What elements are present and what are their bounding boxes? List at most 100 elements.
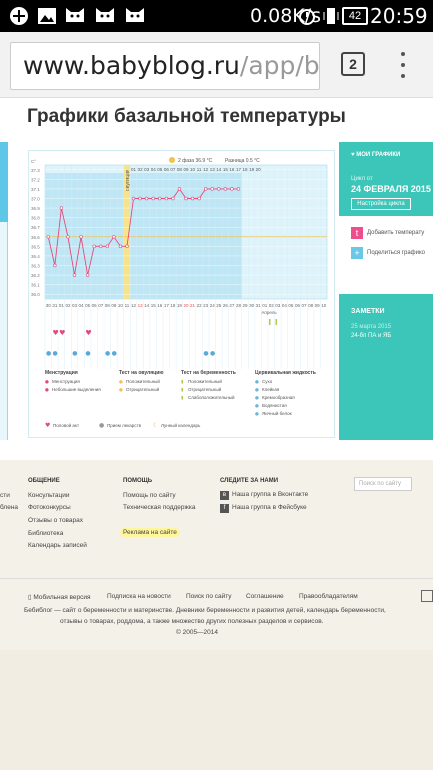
x-date-label: 09: [315, 303, 321, 308]
y-tick-label: 36.6: [31, 235, 40, 240]
footer-bottom-link[interactable]: Соглашение: [246, 593, 284, 600]
temperature-point: [105, 244, 110, 249]
y-tick-label: 37.0: [31, 197, 40, 202]
my-charts-link[interactable]: ♥ МОИ ГРАФИКИ: [351, 152, 401, 158]
phone-icon: ▯: [28, 594, 34, 601]
ovulation-label: овуляция: [125, 169, 131, 191]
pregnancy-test-marker: [275, 319, 278, 325]
x-cycle-day-label: 06: [164, 167, 170, 172]
phase-two-note: 2 фаза 36.9 °C: [178, 158, 213, 164]
legend-item: Отрицательный: [188, 386, 222, 392]
footer-link[interactable]: Фотоконкурсы: [28, 504, 71, 511]
legend-symbol-icon: ●: [255, 412, 259, 417]
footer-link[interactable]: Техническая поддержка: [123, 504, 196, 511]
left-sidebar-partial: [0, 142, 8, 440]
cycle-date: 24 ФЕВРАЛЯ 2015: [351, 184, 431, 194]
page-title: Графики базальной температуры: [27, 106, 346, 127]
footer-col-help-title: ПОМОЩЬ: [123, 478, 153, 484]
footer-partial-link[interactable]: сти: [0, 492, 10, 499]
ovulation-column: [123, 165, 131, 299]
footer-link[interactable]: Помощь по сайту: [123, 492, 176, 499]
x-cycle-day-label: 10: [190, 167, 196, 172]
temperature-point: [223, 187, 228, 191]
x-date-label: 02: [65, 303, 71, 308]
legend-symbol-icon: ●: [45, 388, 49, 393]
temperature-point: [53, 263, 57, 268]
overflow-menu-icon[interactable]: [398, 52, 408, 78]
footer-link[interactable]: Календарь записей: [28, 542, 87, 549]
x-date-label: 11: [125, 303, 130, 308]
footer-bottom-link[interactable]: Поиск по сайту: [186, 593, 232, 600]
footer-partial-link[interactable]: блена: [0, 504, 19, 511]
fluid-drop-icon: ●: [203, 350, 208, 357]
note-text[interactable]: 24-бп ПА и ЯБ: [351, 333, 392, 339]
y-tick-label: 36.8: [31, 216, 40, 221]
difference-note: Разница 0.5 °C: [225, 158, 260, 164]
temperature-point: [112, 235, 116, 239]
grid-icon[interactable]: [421, 590, 433, 602]
web-page: Графики базальной температуры овуляция 2 …: [0, 98, 433, 770]
legend-bottom-item: Прием лекарств: [107, 423, 142, 428]
x-cycle-day-label: 19: [249, 167, 255, 172]
x-date-label: 01: [262, 303, 268, 308]
cycle-settings-button[interactable]: Настройка цикла: [351, 198, 411, 210]
x-date-label: 12: [131, 303, 137, 308]
fluid-drop-icon: ●: [210, 350, 215, 357]
legend-symbol-icon: ▮: [181, 396, 184, 401]
address-bar[interactable]: www.babyblog.ru/app/basal: [10, 42, 320, 90]
plus-icon: [8, 5, 30, 27]
actions-block: t Добавить температу + Поделиться графико: [339, 216, 433, 294]
vibrate-icon: [320, 5, 342, 27]
vk-icon: в: [220, 491, 229, 500]
cat-icon: [94, 5, 116, 27]
x-date-label: 24: [210, 303, 216, 308]
facebook-group-link[interactable]: f Наша группа в Фейсбуке: [220, 504, 307, 513]
legend-item: Небольшие выделения: [52, 387, 101, 392]
x-date-label: 10: [118, 303, 124, 308]
temperature-point: [151, 196, 155, 201]
vk-group-link[interactable]: в Наша группа в Вконтакте: [220, 491, 308, 500]
footer-link[interactable]: Библиотека: [28, 530, 64, 537]
chart-sidebar: ♥ МОИ ГРАФИКИ Цикл от 24 ФЕВРАЛЯ 2015 На…: [339, 142, 433, 440]
legend-item: Отрицательный: [126, 386, 160, 392]
x-cycle-day-label: 02: [138, 167, 144, 172]
share-chart-button[interactable]: + Поделиться графико: [351, 246, 425, 260]
y-tick-label: C°: [31, 159, 36, 164]
footer-link[interactable]: Консультации: [28, 492, 70, 499]
y-tick-label: 36.5: [31, 244, 40, 249]
x-cycle-day-label: 18: [243, 167, 249, 172]
tab-switcher-button[interactable]: 2: [341, 52, 365, 76]
footer-bottom-link[interactable]: Подписка на новости: [107, 593, 171, 600]
x-date-label: 01: [59, 303, 65, 308]
x-cycle-day-label: 01: [131, 167, 137, 172]
x-date-label: 10: [321, 303, 327, 308]
footer-search-input[interactable]: Поиск по сайту: [354, 477, 412, 491]
phase-two-area: [130, 173, 242, 299]
x-date-label: 31: [256, 303, 262, 308]
mobile-version-link[interactable]: ▯ Мобильная версия: [28, 594, 91, 601]
x-date-label: 16: [157, 303, 163, 308]
x-date-label: 17: [164, 303, 170, 308]
legend-symbol-icon: ▮: [181, 388, 184, 393]
legend-item: Кремообразная: [262, 395, 295, 400]
x-date-label: 30: [46, 303, 52, 308]
x-date-label: 02: [269, 303, 275, 308]
footer-bottom-link[interactable]: Правообладателям: [299, 593, 358, 600]
x-cycle-day-label: 11: [197, 167, 202, 172]
x-date-label: 08: [105, 303, 111, 308]
x-date-label: 07: [98, 303, 104, 308]
legend-title: Цервикальная жидкость: [255, 370, 316, 376]
background-pattern: [0, 650, 433, 770]
x-cycle-day-label: 16: [229, 167, 235, 172]
y-tick-label: 36.2: [31, 273, 40, 278]
intercourse-heart-icon: ♥: [59, 329, 65, 337]
temperature-point: [197, 196, 201, 201]
footer-link[interactable]: Отзывы о товарах: [28, 517, 84, 524]
legend-bottom-icon: ☾: [153, 422, 158, 429]
footer-link-advertising[interactable]: Реклама на сайте: [120, 528, 180, 537]
legend-item: Яичный белок: [262, 410, 292, 416]
x-cycle-day-label: 03: [144, 167, 150, 172]
x-date-label: 20: [183, 303, 189, 308]
temperature-point: [59, 206, 64, 210]
add-temperature-button[interactable]: t Добавить температу: [351, 226, 424, 240]
